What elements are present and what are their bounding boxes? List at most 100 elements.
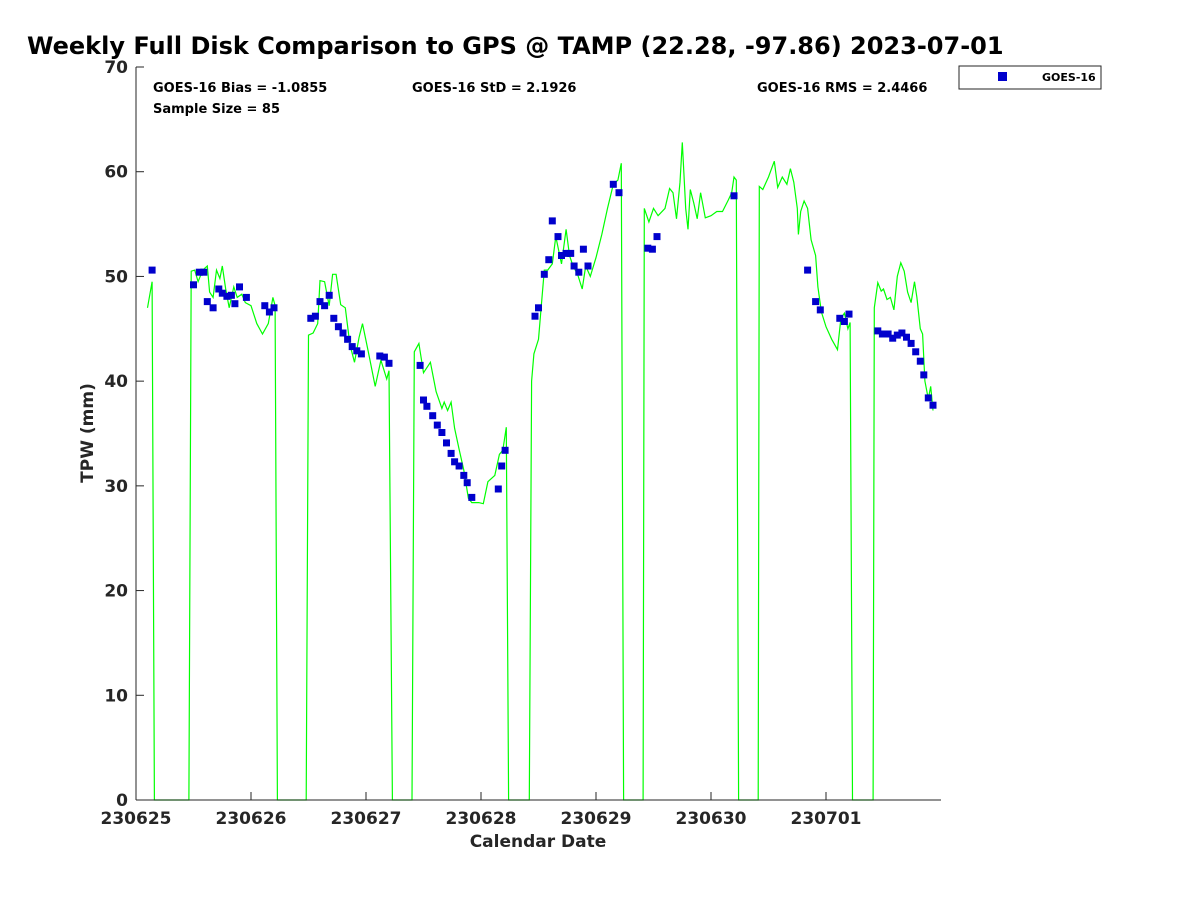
stat-sample-size: Sample Size = 85 <box>153 102 280 117</box>
y-tick-label: 10 <box>104 686 128 706</box>
data-point <box>893 331 901 339</box>
data-point <box>242 293 250 301</box>
data-point <box>190 281 197 289</box>
data-point <box>898 329 906 337</box>
y-tick-label: 20 <box>104 582 128 602</box>
data-point <box>929 401 937 409</box>
data-point <box>438 429 446 436</box>
data-point <box>353 347 361 355</box>
x-tick-label: 230630 <box>676 809 747 829</box>
data-point <box>325 291 333 299</box>
data-point <box>261 302 269 310</box>
plot-area <box>136 67 941 800</box>
data-point <box>567 249 575 257</box>
data-point <box>433 421 441 429</box>
data-point <box>460 471 468 479</box>
data-point <box>804 266 812 274</box>
data-point <box>385 359 393 367</box>
stat-bias: GOES-16 Bias = -1.0855 <box>153 81 327 96</box>
data-point <box>920 371 928 379</box>
x-tick-label: 230626 <box>216 809 287 829</box>
data-point <box>558 252 565 259</box>
data-point <box>648 245 656 253</box>
data-point <box>443 439 450 447</box>
data-point <box>836 314 844 322</box>
data-point <box>545 256 553 264</box>
data-point <box>570 262 578 270</box>
data-point <box>501 446 509 454</box>
data-point <box>339 329 347 337</box>
y-tick-label: 60 <box>104 163 128 183</box>
data-point <box>148 266 156 274</box>
data-point <box>816 306 824 314</box>
data-point <box>311 312 319 320</box>
data-point <box>878 330 886 338</box>
data-point <box>203 298 211 306</box>
stat-rms: GOES-16 RMS = 2.4466 <box>757 81 927 96</box>
x-tick-label: 230629 <box>561 809 632 829</box>
data-point <box>468 493 476 501</box>
data-point <box>416 361 424 369</box>
data-point <box>912 348 920 356</box>
data-point <box>653 233 661 241</box>
data-point <box>615 189 623 197</box>
data-point <box>730 192 738 200</box>
data-point <box>423 402 431 410</box>
data-point <box>903 333 910 341</box>
data-point <box>463 479 471 487</box>
data-point <box>498 462 506 470</box>
data-point <box>874 327 882 335</box>
data-point <box>316 298 324 306</box>
ticks-layer: 0 10 20 30 40 50 60 70 230625 230626 230627 230628 2… <box>101 58 862 829</box>
data-point <box>344 335 352 343</box>
data-point <box>924 394 932 402</box>
data-point <box>348 343 356 351</box>
data-point <box>357 350 365 358</box>
data-point <box>215 285 223 293</box>
legend-box <box>958 65 1102 90</box>
y-tick-label: 30 <box>104 477 128 497</box>
y-axis-label: TPW (mm) <box>78 383 98 483</box>
data-point <box>451 458 459 466</box>
data-point <box>236 283 243 291</box>
data-point <box>420 396 427 404</box>
y-tick-label: 0 <box>116 791 128 811</box>
x-tick-label: 230625 <box>101 809 172 829</box>
data-point <box>907 339 915 347</box>
data-point <box>429 412 437 420</box>
data-point <box>840 318 848 325</box>
series-layer <box>146 142 937 801</box>
stat-std: GOES-16 StD = 2.1926 <box>412 81 576 96</box>
data-point <box>447 449 455 457</box>
data-point <box>812 298 820 306</box>
data-point <box>548 217 556 225</box>
data-point <box>227 291 235 299</box>
series-line <box>146 142 934 801</box>
data-point <box>231 300 239 308</box>
y-tick-label: 70 <box>104 58 128 78</box>
data-point <box>884 330 892 338</box>
data-point <box>531 312 539 320</box>
data-point <box>265 308 273 316</box>
data-point <box>916 357 924 365</box>
data-point <box>209 304 217 312</box>
y-tick-label: 50 <box>104 267 128 287</box>
data-point <box>609 180 617 188</box>
y-tick-label: 40 <box>104 372 128 392</box>
legend: GOES-16 <box>958 65 1102 90</box>
chart-title: Weekly Full Disk Comparison to GPS @ TAM… <box>27 32 1004 60</box>
data-point <box>540 270 548 278</box>
data-point <box>330 314 338 322</box>
data-point <box>535 304 542 312</box>
data-point <box>579 245 587 253</box>
data-point <box>554 233 562 241</box>
data-point <box>562 249 570 257</box>
x-tick-label: 230627 <box>331 809 402 829</box>
x-tick-label: 230701 <box>791 809 862 829</box>
data-point <box>889 334 897 342</box>
x-axis-label: Calendar Date <box>470 832 607 852</box>
data-point <box>195 268 203 276</box>
data-point <box>644 244 652 252</box>
data-point <box>376 352 384 360</box>
